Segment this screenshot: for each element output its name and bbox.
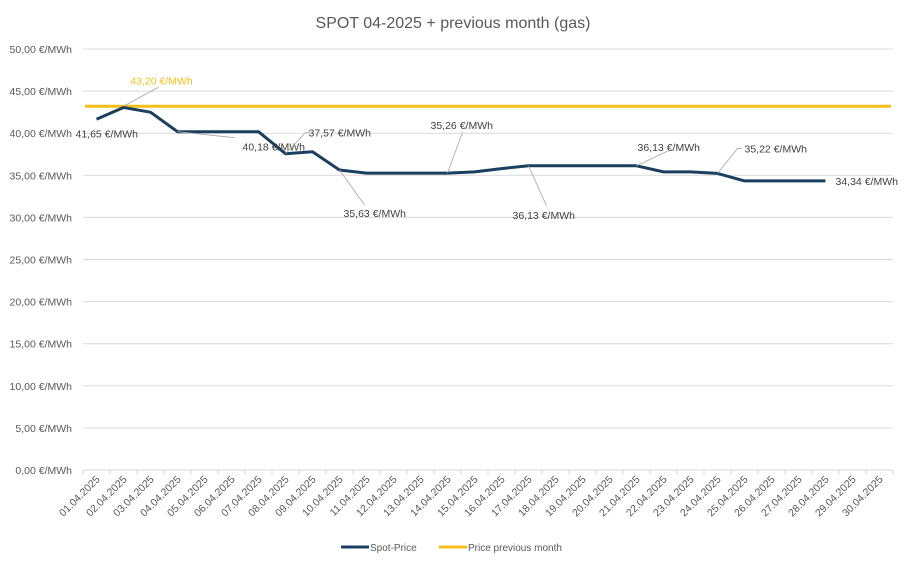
x-axis [82,469,894,475]
data-label-leader-line [285,132,310,154]
legend-label-price-previous-month: Price previous month [468,543,562,554]
data-label-leader-line [339,169,365,206]
y-axis-tick-labels: 0,00 €/MWh 5,00 €/MWh 10,00 €/MWh 15,00 €/M… [10,44,73,477]
data-label: 41,65 €/MWh [76,128,139,140]
legend[interactable]: Spot-Price Price previous month [341,543,562,554]
data-label-leader-line [447,131,463,174]
y-tick-label: 50,00 €/MWh [10,44,73,56]
data-label: 37,57 €/MWh [309,128,372,140]
data-label: 36,13 €/MWh [513,210,576,222]
y-tick-label: 0,00 €/MWh [15,465,72,477]
data-label: 35,22 €/MWh [745,143,808,155]
legend-item-spot-price[interactable]: Spot-Price [341,543,417,554]
data-label: 43,20 €/MWh [130,75,193,87]
series-line-spot-price [95,106,826,183]
data-label-leader-line [636,150,669,167]
data-label-leader-line [123,86,159,107]
y-tick-label: 40,00 €/MWh [10,128,73,140]
y-tick-label: 45,00 €/MWh [10,86,73,98]
y-tick-label: 25,00 €/MWh [10,255,73,267]
legend-item-price-previous-month[interactable]: Price previous month [439,543,562,554]
data-label: 34,34 €/MWh [836,176,899,188]
gridlines [83,48,893,471]
y-tick-label: 20,00 €/MWh [10,297,73,309]
y-tick-label: 15,00 €/MWh [10,339,73,351]
data-label-leader-line [717,148,742,174]
y-tick-label: 30,00 €/MWh [10,212,73,224]
y-tick-label: 10,00 €/MWh [10,381,73,393]
data-label-leader-line [528,165,547,206]
data-label: 35,26 €/MWh [431,120,494,132]
data-label: 35,63 €/MWh [344,208,407,220]
y-tick-label: 35,00 €/MWh [10,170,73,182]
data-label-leader-line [177,131,235,139]
chart-title: SPOT 04-2025 + previous month (gas) [316,15,591,32]
data-label: 36,13 €/MWh [638,142,701,154]
legend-label-spot-price: Spot-Price [370,543,417,554]
series-lines [85,104,891,183]
x-axis-tick-labels: 01.04.202502.04.202503.04.202504.04.2025… [57,474,886,520]
y-tick-label: 5,00 €/MWh [15,423,72,435]
data-label: 40,18 €/MWh [243,142,306,154]
